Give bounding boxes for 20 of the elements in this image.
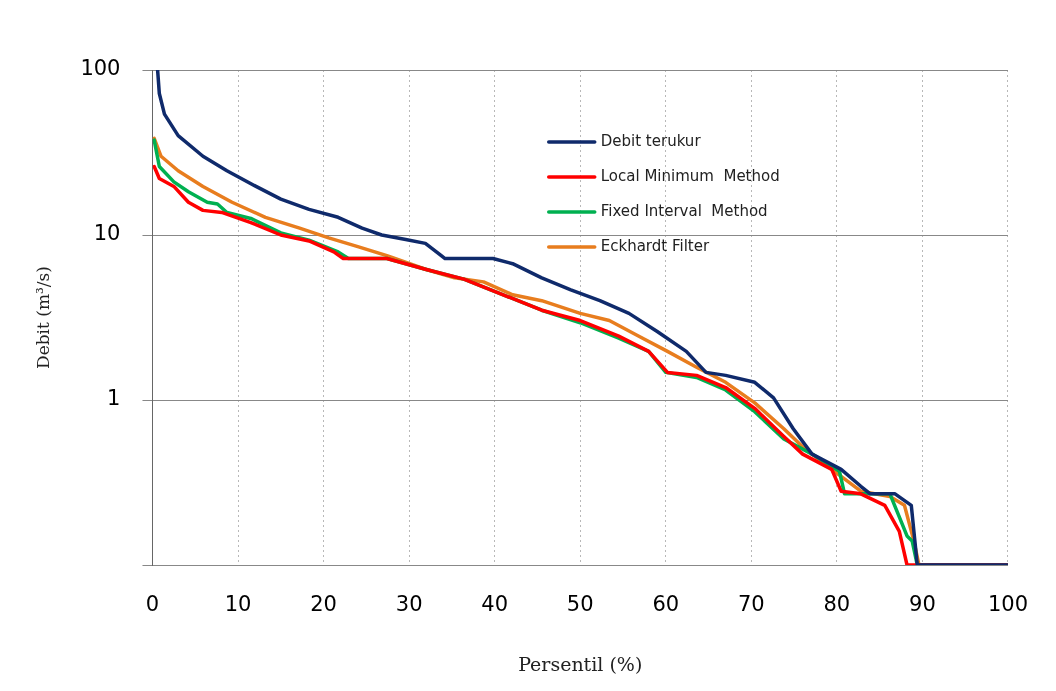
legend-label: Eckhardt Filter [600, 236, 710, 255]
x-tick-label: 40 [481, 592, 509, 617]
x-tick-label: 10 [224, 592, 252, 617]
legend-label: Fixed Interval Method [600, 201, 768, 220]
x-tick-label: 0 [145, 592, 160, 617]
x-tick-label: 100 [987, 592, 1029, 617]
x-tick-label: 50 [566, 592, 594, 617]
x-axis-title: Persentil (%) [518, 652, 643, 675]
y-tick-label: 100 [80, 56, 121, 81]
x-tick-label: 90 [909, 592, 936, 617]
y-axis-title: Debit (m³/s) [32, 266, 53, 369]
x-tick-label: 70 [737, 592, 765, 617]
legend-label: Debit terukur [600, 131, 702, 150]
x-tick-label: 60 [652, 592, 680, 617]
x-tick-label: 20 [310, 592, 337, 617]
x-tick-label: 80 [823, 592, 851, 617]
y-tick-label: 1 [107, 386, 121, 411]
y-tick-label: 10 [93, 221, 121, 246]
x-tick-label: 30 [395, 592, 423, 617]
legend-label: Local Minimum Method [600, 166, 780, 185]
